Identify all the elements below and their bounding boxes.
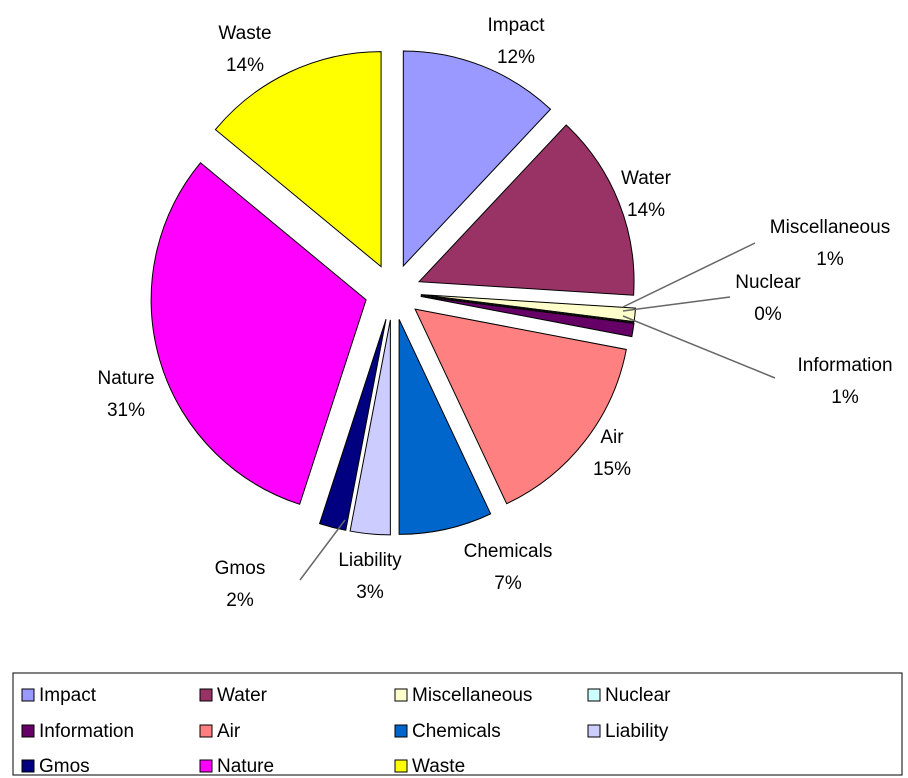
leader-line [299, 519, 346, 581]
pie-slice [420, 294, 636, 323]
slice-label-name: Gmos [215, 558, 266, 579]
legend-label: Water [217, 685, 268, 706]
slice-label-value: 7% [494, 573, 522, 594]
slice-label-value: 14% [226, 55, 264, 76]
legend-swatch [199, 759, 213, 773]
slice-label-name: Air [600, 427, 624, 448]
legend-label: Waste [412, 756, 465, 777]
legend-swatch [21, 688, 35, 702]
legend-label: Liability [605, 721, 669, 742]
pie-slice [420, 295, 635, 323]
pie-slice [318, 318, 387, 531]
pie-slice [420, 295, 635, 338]
legend-swatch [21, 724, 35, 738]
legend-swatch [394, 724, 408, 738]
slice-label-name: Nuclear [735, 272, 801, 293]
slice-label-value: 1% [816, 249, 844, 270]
slice-label-value: 31% [107, 400, 145, 421]
legend-label: Nature [217, 756, 274, 777]
pie-slice [398, 319, 492, 535]
legend-swatch [394, 759, 408, 773]
slice-label-name: Impact [487, 15, 545, 36]
legend-label: Gmos [39, 756, 90, 777]
slice-label-value: 12% [497, 47, 535, 68]
legend-label: Air [217, 721, 241, 742]
legend-swatch [199, 688, 213, 702]
slice-label-name: Water [621, 168, 672, 189]
slice-label-name: Chemicals [464, 541, 553, 562]
slice-label-value: 3% [356, 582, 384, 603]
legend-label: Chemicals [412, 721, 501, 742]
leader-line [622, 315, 776, 379]
pie-slice [214, 51, 382, 268]
legend-label: Impact [39, 685, 97, 706]
legend-label: Miscellaneous [412, 685, 532, 706]
leader-line [622, 242, 756, 308]
slice-label-name: Information [797, 355, 892, 376]
slice-label-value: 14% [627, 200, 665, 221]
pie [150, 50, 636, 536]
pie-slice [417, 124, 635, 296]
slice-label-value: 15% [593, 459, 631, 480]
slice-label-value: 1% [831, 387, 859, 408]
pie-slice [349, 319, 391, 536]
slice-labels: Impact 12% Water 14% Miscellaneous 1% Nuclear 0… [97, 15, 892, 611]
slice-label-value: 0% [754, 304, 782, 325]
legend-label: Nuclear [605, 685, 671, 706]
pie-slice [402, 50, 552, 268]
legend-swatch [587, 688, 601, 702]
slice-label-name: Miscellaneous [770, 217, 890, 238]
legend-swatch [199, 724, 213, 738]
pie-slice [414, 308, 627, 505]
leader-line [622, 296, 731, 312]
legend: Impact Water Miscellaneous Nuclear Informati… [21, 685, 671, 777]
legend-label: Information [39, 721, 134, 742]
legend-swatch [21, 759, 35, 773]
slice-label-name: Waste [218, 23, 271, 44]
pie-slice [150, 162, 367, 505]
slice-label-name: Nature [97, 368, 154, 389]
legend-box [12, 672, 903, 776]
legend-swatch [394, 688, 408, 702]
legend-swatch [587, 724, 601, 738]
slice-label-value: 2% [226, 590, 254, 611]
slice-label-name: Liability [338, 550, 402, 571]
